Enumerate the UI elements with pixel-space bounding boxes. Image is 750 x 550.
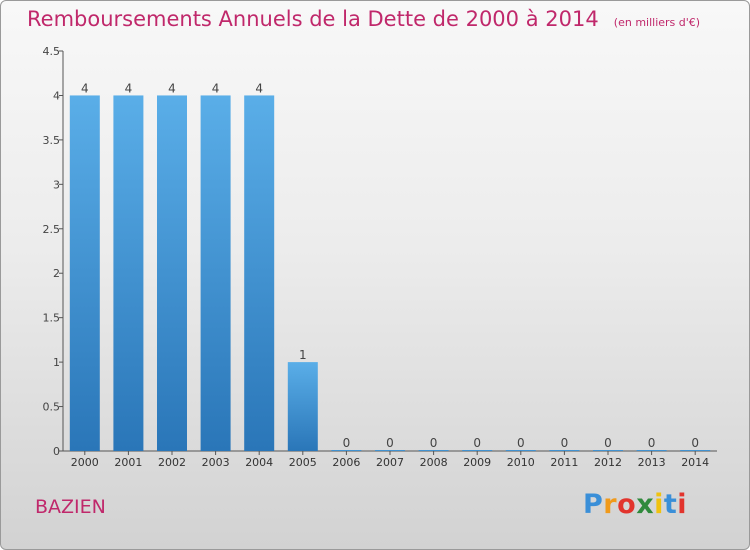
data-label-2002: 4 (168, 81, 176, 95)
x-tick-label: 2004 (245, 456, 273, 469)
bar-2012 (593, 450, 623, 451)
y-tick-label: 3.5 (43, 134, 61, 147)
x-tick-label: 2008 (420, 456, 448, 469)
bar-2005 (287, 362, 318, 451)
data-label-2006: 0 (343, 436, 351, 450)
data-label-2014: 0 (691, 436, 699, 450)
x-tick-label: 2012 (594, 456, 622, 469)
x-tick-label: 2006 (332, 456, 360, 469)
chart-subtitle: (en milliers d'€) (613, 16, 701, 29)
data-label-2005: 1 (299, 348, 307, 362)
data-label-2001: 4 (125, 81, 133, 95)
bar-2010 (505, 450, 536, 451)
data-label-2012: 0 (604, 436, 612, 450)
bar-2006 (331, 450, 362, 451)
x-tick-label: 2010 (507, 456, 535, 469)
bar-2009 (462, 450, 493, 451)
commune-name: BAZIEN (35, 496, 106, 518)
logo-letter: P (583, 489, 604, 520)
x-tick-label: 2011 (550, 456, 578, 469)
bar-2013 (636, 450, 667, 451)
y-tick-label: 4.5 (43, 45, 61, 58)
data-label-2000: 4 (81, 81, 89, 95)
logo-letter: r (603, 489, 618, 520)
bar-2014 (680, 450, 711, 451)
data-label-2009: 0 (473, 436, 481, 450)
x-tick-label: 2005 (289, 456, 317, 469)
logo-letter: i (677, 489, 688, 520)
y-tick-label: 1 (53, 356, 60, 369)
x-tick-label: 2009 (463, 456, 491, 469)
proxiti-logo: Proxiti (583, 489, 687, 520)
bar-2004 (244, 95, 275, 451)
chart-title-block: Remboursements Annuels de la Dette de 20… (27, 7, 700, 31)
x-tick-label: 2014 (681, 456, 709, 469)
bar-2003 (200, 95, 231, 451)
y-tick-label: 1.5 (43, 312, 61, 325)
data-label-2010: 0 (517, 436, 525, 450)
logo-letter: i (654, 489, 664, 520)
x-tick-label: 2002 (158, 456, 186, 469)
y-tick-label: 4 (53, 89, 60, 102)
data-label-2007: 0 (386, 436, 394, 450)
bar-2002 (157, 95, 187, 451)
data-label-2013: 0 (648, 436, 656, 450)
logo-letter: t (663, 489, 678, 520)
bar-2001 (113, 95, 144, 451)
logo-letter: o (617, 489, 637, 520)
data-label-2008: 0 (430, 436, 438, 450)
y-tick-label: 2 (53, 267, 60, 280)
logo-letter: x (636, 489, 655, 520)
data-label-2011: 0 (561, 436, 569, 450)
x-tick-label: 2007 (376, 456, 404, 469)
bar-2011 (549, 450, 580, 451)
y-tick-label: 0 (53, 445, 60, 458)
x-tick-label: 2000 (71, 456, 99, 469)
bar-2000 (69, 95, 100, 451)
bar-2007 (375, 450, 405, 451)
x-tick-label: 2013 (638, 456, 666, 469)
data-label-2004: 4 (255, 81, 263, 95)
y-tick-label: 2.5 (43, 223, 61, 236)
y-tick-label: 0.5 (43, 401, 61, 414)
x-tick-label: 2003 (202, 456, 230, 469)
x-tick-label: 2001 (114, 456, 142, 469)
y-tick-label: 3 (53, 178, 60, 191)
chart-title: Remboursements Annuels de la Dette de 20… (27, 7, 599, 31)
bar-2008 (418, 450, 449, 451)
data-label-2003: 4 (212, 81, 220, 95)
